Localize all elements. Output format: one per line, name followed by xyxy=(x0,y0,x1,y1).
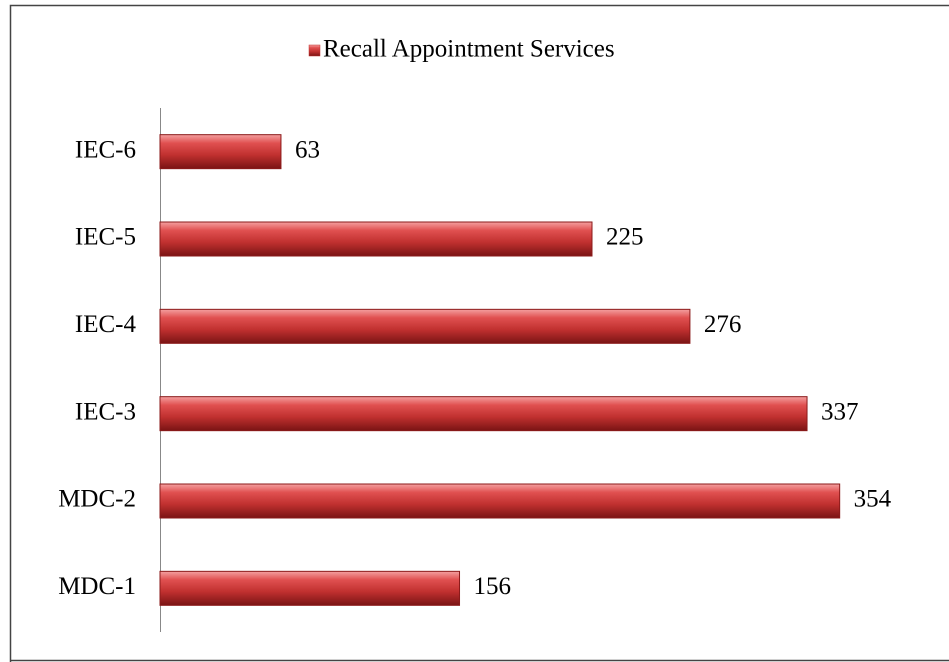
data-label: 337 xyxy=(821,398,859,425)
y-tick-label: MDC-2 xyxy=(58,486,136,513)
data-label: 225 xyxy=(606,224,644,251)
y-tick-label: IEC-3 xyxy=(75,398,136,425)
bar xyxy=(159,483,841,519)
data-label: 354 xyxy=(854,486,892,513)
bar xyxy=(159,221,593,257)
legend-swatch xyxy=(308,44,321,57)
data-label: 156 xyxy=(474,573,512,600)
bar xyxy=(159,396,808,432)
y-tick-label: IEC-6 xyxy=(75,136,136,163)
bar xyxy=(159,134,282,170)
frame xyxy=(9,4,949,662)
legend-label: Recall Appointment Services xyxy=(323,36,615,63)
data-label: 276 xyxy=(704,311,742,338)
y-tick-label: IEC-4 xyxy=(75,311,137,338)
data-label: 63 xyxy=(295,136,320,163)
bar xyxy=(159,570,461,606)
y-tick-label: MDC-1 xyxy=(58,573,136,600)
y-tick-label: IEC-5 xyxy=(75,224,136,251)
bar xyxy=(159,308,691,344)
